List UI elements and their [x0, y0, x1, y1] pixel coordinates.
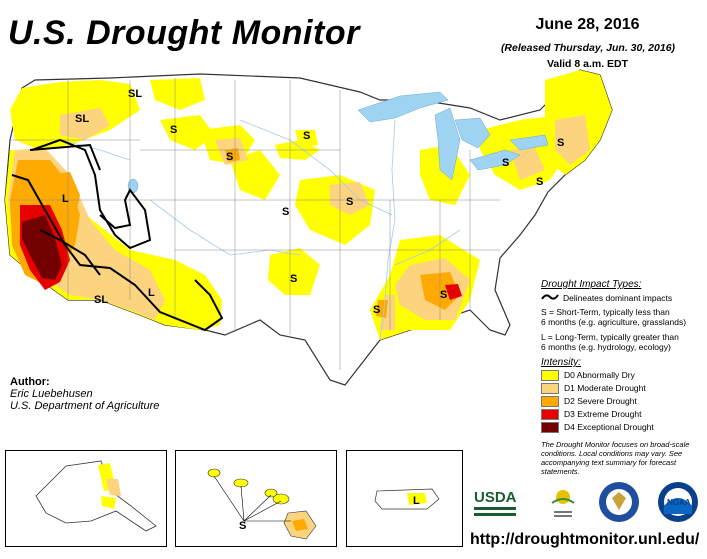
legend-d1: D1 Moderate Drought [541, 383, 706, 394]
drought-map: SL SL S S S L S S S SL L S S S S S [4, 69, 613, 386]
legend: Drought Impact Types: Delineates dominan… [541, 280, 706, 435]
ndmc-logo [548, 487, 578, 532]
label-s-newengland: S [557, 137, 564, 149]
label-l-puertorico: L [413, 495, 420, 507]
rivers [59, 119, 461, 341]
hawaii-inset: S [175, 450, 337, 547]
great-lakes [127, 91, 549, 194]
puertorico-inset: L [346, 450, 463, 547]
label-s-montana: S [170, 124, 177, 136]
label-s-oklahoma: S [290, 273, 297, 285]
label-s-mississippi: S [373, 304, 380, 316]
legend-l-desc: L = Long-Term, typically greater than 6 … [541, 332, 679, 352]
valid-time: Valid 8 a.m. EDT [546, 58, 629, 70]
label-sl-montana: SL [128, 88, 142, 100]
d4-areas [22, 215, 62, 280]
map-date: June 28, 2016 [535, 16, 640, 33]
delineation-line-icon [541, 294, 559, 300]
alaska-map [35, 460, 157, 532]
svg-text:USDA: USDA [474, 489, 517, 506]
alaska-inset [5, 450, 167, 547]
label-sl-arizona: SL [94, 294, 108, 306]
legend-s-desc: S = Short-Term, typically less than 6 mo… [541, 307, 687, 327]
author-heading: Author: [10, 376, 50, 388]
legend-d2: D2 Severe Drought [541, 396, 706, 407]
label-s-minnesota: S [303, 130, 310, 142]
svg-text:NOAA: NOAA [667, 498, 691, 507]
noaa-logo: NOAA [656, 480, 700, 529]
disclaimer-note: The Drought Monitor focuses on broad-sca… [541, 440, 690, 476]
state-borders [10, 78, 500, 370]
label-sl-oregon: SL [75, 113, 89, 125]
label-s-georgia: S [440, 289, 447, 301]
label-s-dakota: S [226, 151, 233, 163]
doc-seal-logo [597, 480, 641, 529]
author-name: Eric Luebehusen [10, 388, 93, 400]
intensity-title: Intensity: [541, 357, 582, 368]
legend-d3: D3 Extreme Drought [541, 409, 706, 420]
map-title: U.S. Drought Monitor [8, 14, 360, 52]
label-s-michigan: S [502, 157, 509, 169]
author-org: U.S. Department of Agriculture [10, 400, 160, 412]
release-date: (Released Thursday, Jun. 30, 2016) [500, 42, 676, 54]
hawaii-map: S [207, 468, 317, 540]
label-l-california: L [62, 193, 69, 205]
label-s-iowa: S [346, 196, 353, 208]
impact-boundaries [11, 138, 224, 332]
puertorico-map: L [374, 488, 440, 510]
author-block: Author: Eric Luebehusen U.S. Department … [10, 376, 159, 412]
label-s-newyork: S [536, 176, 543, 188]
usda-logo: USDA [474, 485, 518, 530]
legend-d4: D4 Exceptional Drought [541, 422, 706, 433]
impact-types-title: Drought Impact Types: [541, 279, 642, 290]
label-l-newmexico: L [148, 287, 155, 299]
legend-d0: D0 Abnormally Dry [541, 370, 706, 381]
legend-delineates: Delineates dominant impacts [541, 293, 706, 303]
website-link[interactable]: http://droughtmonitor.unl.edu/ [470, 531, 700, 548]
label-s-nebraska: S [282, 206, 289, 218]
label-s-hawaii: S [239, 520, 246, 532]
